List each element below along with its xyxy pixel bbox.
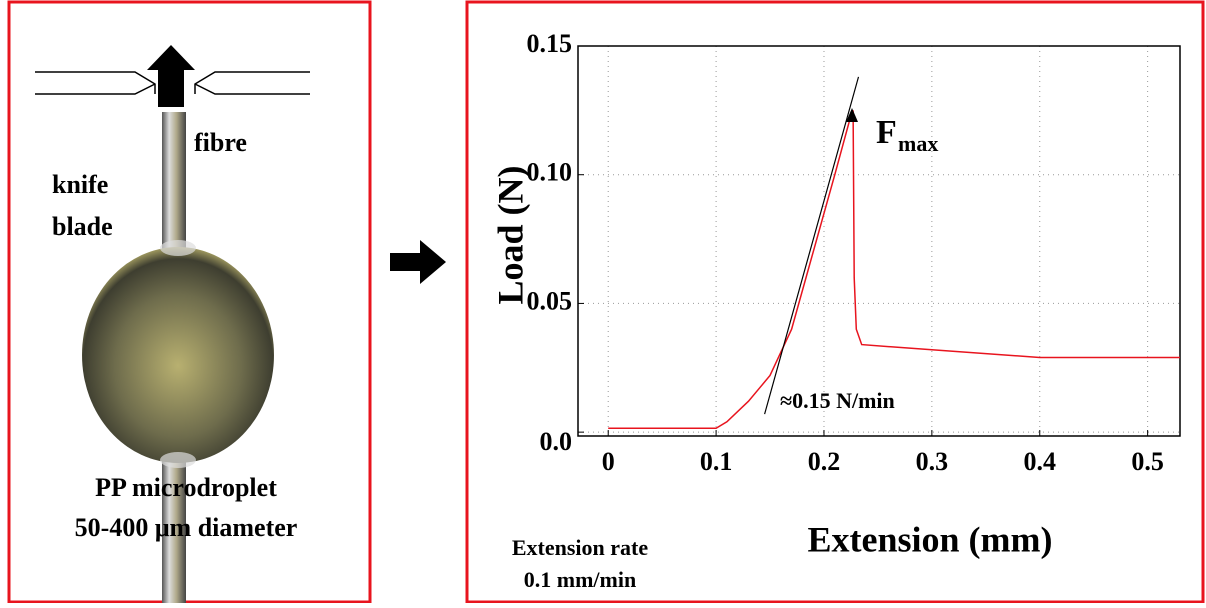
- peak-marker: [846, 108, 858, 122]
- label: knife: [52, 170, 108, 199]
- annotation: Extension rate: [512, 535, 649, 560]
- annotation: ≈0.15 N/min: [780, 388, 895, 413]
- x-tick-label: 0.1: [700, 447, 733, 476]
- label: PP microdroplet: [95, 473, 277, 502]
- knife-blade: [35, 83, 156, 95]
- arrow: [390, 240, 446, 284]
- knife-blade: [194, 83, 310, 95]
- annotation: F: [876, 114, 897, 151]
- highlight: [160, 452, 196, 468]
- x-axis-label: Extension (mm): [808, 519, 1053, 559]
- pull-arrow: [147, 45, 195, 107]
- x-tick-label: 0.2: [808, 447, 841, 476]
- x-tick-label: 0.5: [1131, 447, 1164, 476]
- plot-frame: [577, 45, 1181, 437]
- y-tick-label: 0.05: [527, 286, 573, 315]
- label: 50-400 μm diameter: [75, 513, 298, 542]
- panel-frame: [465, 0, 1205, 604]
- annotation: 0.1 mm/min: [524, 567, 636, 592]
- plot: 0.0 0.05 0.10 0.15 0 0.1 0.2 0.3 0.4 0.5: [527, 29, 1181, 476]
- y-tick-label: 0.0: [540, 427, 573, 456]
- knife-blade: [194, 71, 310, 94]
- x-tick-label: 0.4: [1023, 447, 1056, 476]
- panel-frame: [7, 0, 372, 604]
- line: [608, 110, 1180, 430]
- x-tick-label: 0: [602, 447, 615, 476]
- label: fibre: [194, 128, 247, 157]
- knife-blade: [35, 71, 156, 94]
- y-axis-label: Load (N): [490, 165, 530, 304]
- annotation: max: [898, 131, 938, 156]
- label: blade: [52, 212, 113, 241]
- slope-line: [764, 76, 860, 415]
- x-tick-label: 0.3: [916, 447, 949, 476]
- highlight: [160, 240, 196, 256]
- droplet: [82, 247, 274, 463]
- y-tick-label: 0.15: [527, 29, 573, 58]
- y-tick-label: 0.10: [527, 158, 573, 187]
